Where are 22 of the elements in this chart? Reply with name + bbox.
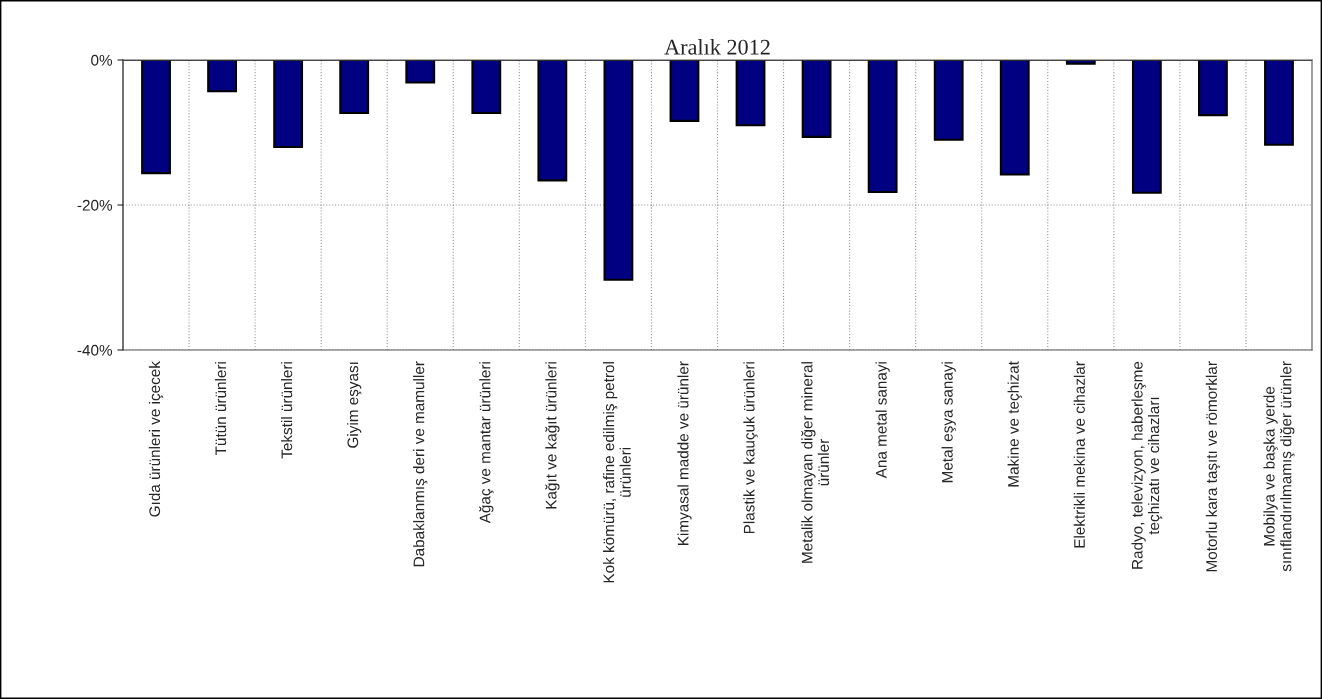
x-tick-label: Mobilya ve başka yerde sınıflandırılmamış diğer ürünler <box>1263 361 1295 572</box>
x-tick-label: Radyo, televizyon, haberleşme teçhizatı ve cihazları <box>1131 361 1163 569</box>
x-tick-label: Elektrikli mekina ve cihazlar <box>1073 361 1085 548</box>
x-tick-label: Kağıt ve kağıt ürünleri <box>545 362 560 509</box>
chart-title: Aralık 2012 <box>664 39 770 55</box>
x-tick-label: Dabaklanmış deri ve mamuller <box>413 361 428 567</box>
x-tick-label: Tekstil ürünleri <box>281 362 293 459</box>
y-tick-label: -40% <box>77 344 113 356</box>
x-tick-label: Ağaç ve mantar ürünleri <box>479 362 494 524</box>
x-tick-label: Metalik olmayan diğer mineral ürünler <box>801 362 830 563</box>
x-tick-label: Metal eşya sanayi <box>941 362 956 483</box>
x-tick-label: Gıda ürünleri ve içecek <box>148 361 164 517</box>
x-tick-label: Motorlu kara taşıtı ve römorklar <box>1205 361 1221 572</box>
x-tick-label: Giyim eşyası <box>347 362 362 448</box>
x-tick-label: Ana metal sanayi <box>875 362 890 479</box>
x-tick-label: Kimyasal madde ve ürünler <box>677 361 692 545</box>
x-tick-label: Makine ve teçhizat <box>1007 361 1022 487</box>
y-tick-label: -20% <box>77 199 113 211</box>
y-tick-label: 0% <box>91 54 113 66</box>
x-tick-label: Kok kömürü, rafine edilmiş petrol ürünleri <box>603 362 631 583</box>
x-tick-label: Tütün ürünleri <box>214 362 227 456</box>
x-tick-label: Plastik ve kauçuk ürünleri <box>743 362 758 534</box>
